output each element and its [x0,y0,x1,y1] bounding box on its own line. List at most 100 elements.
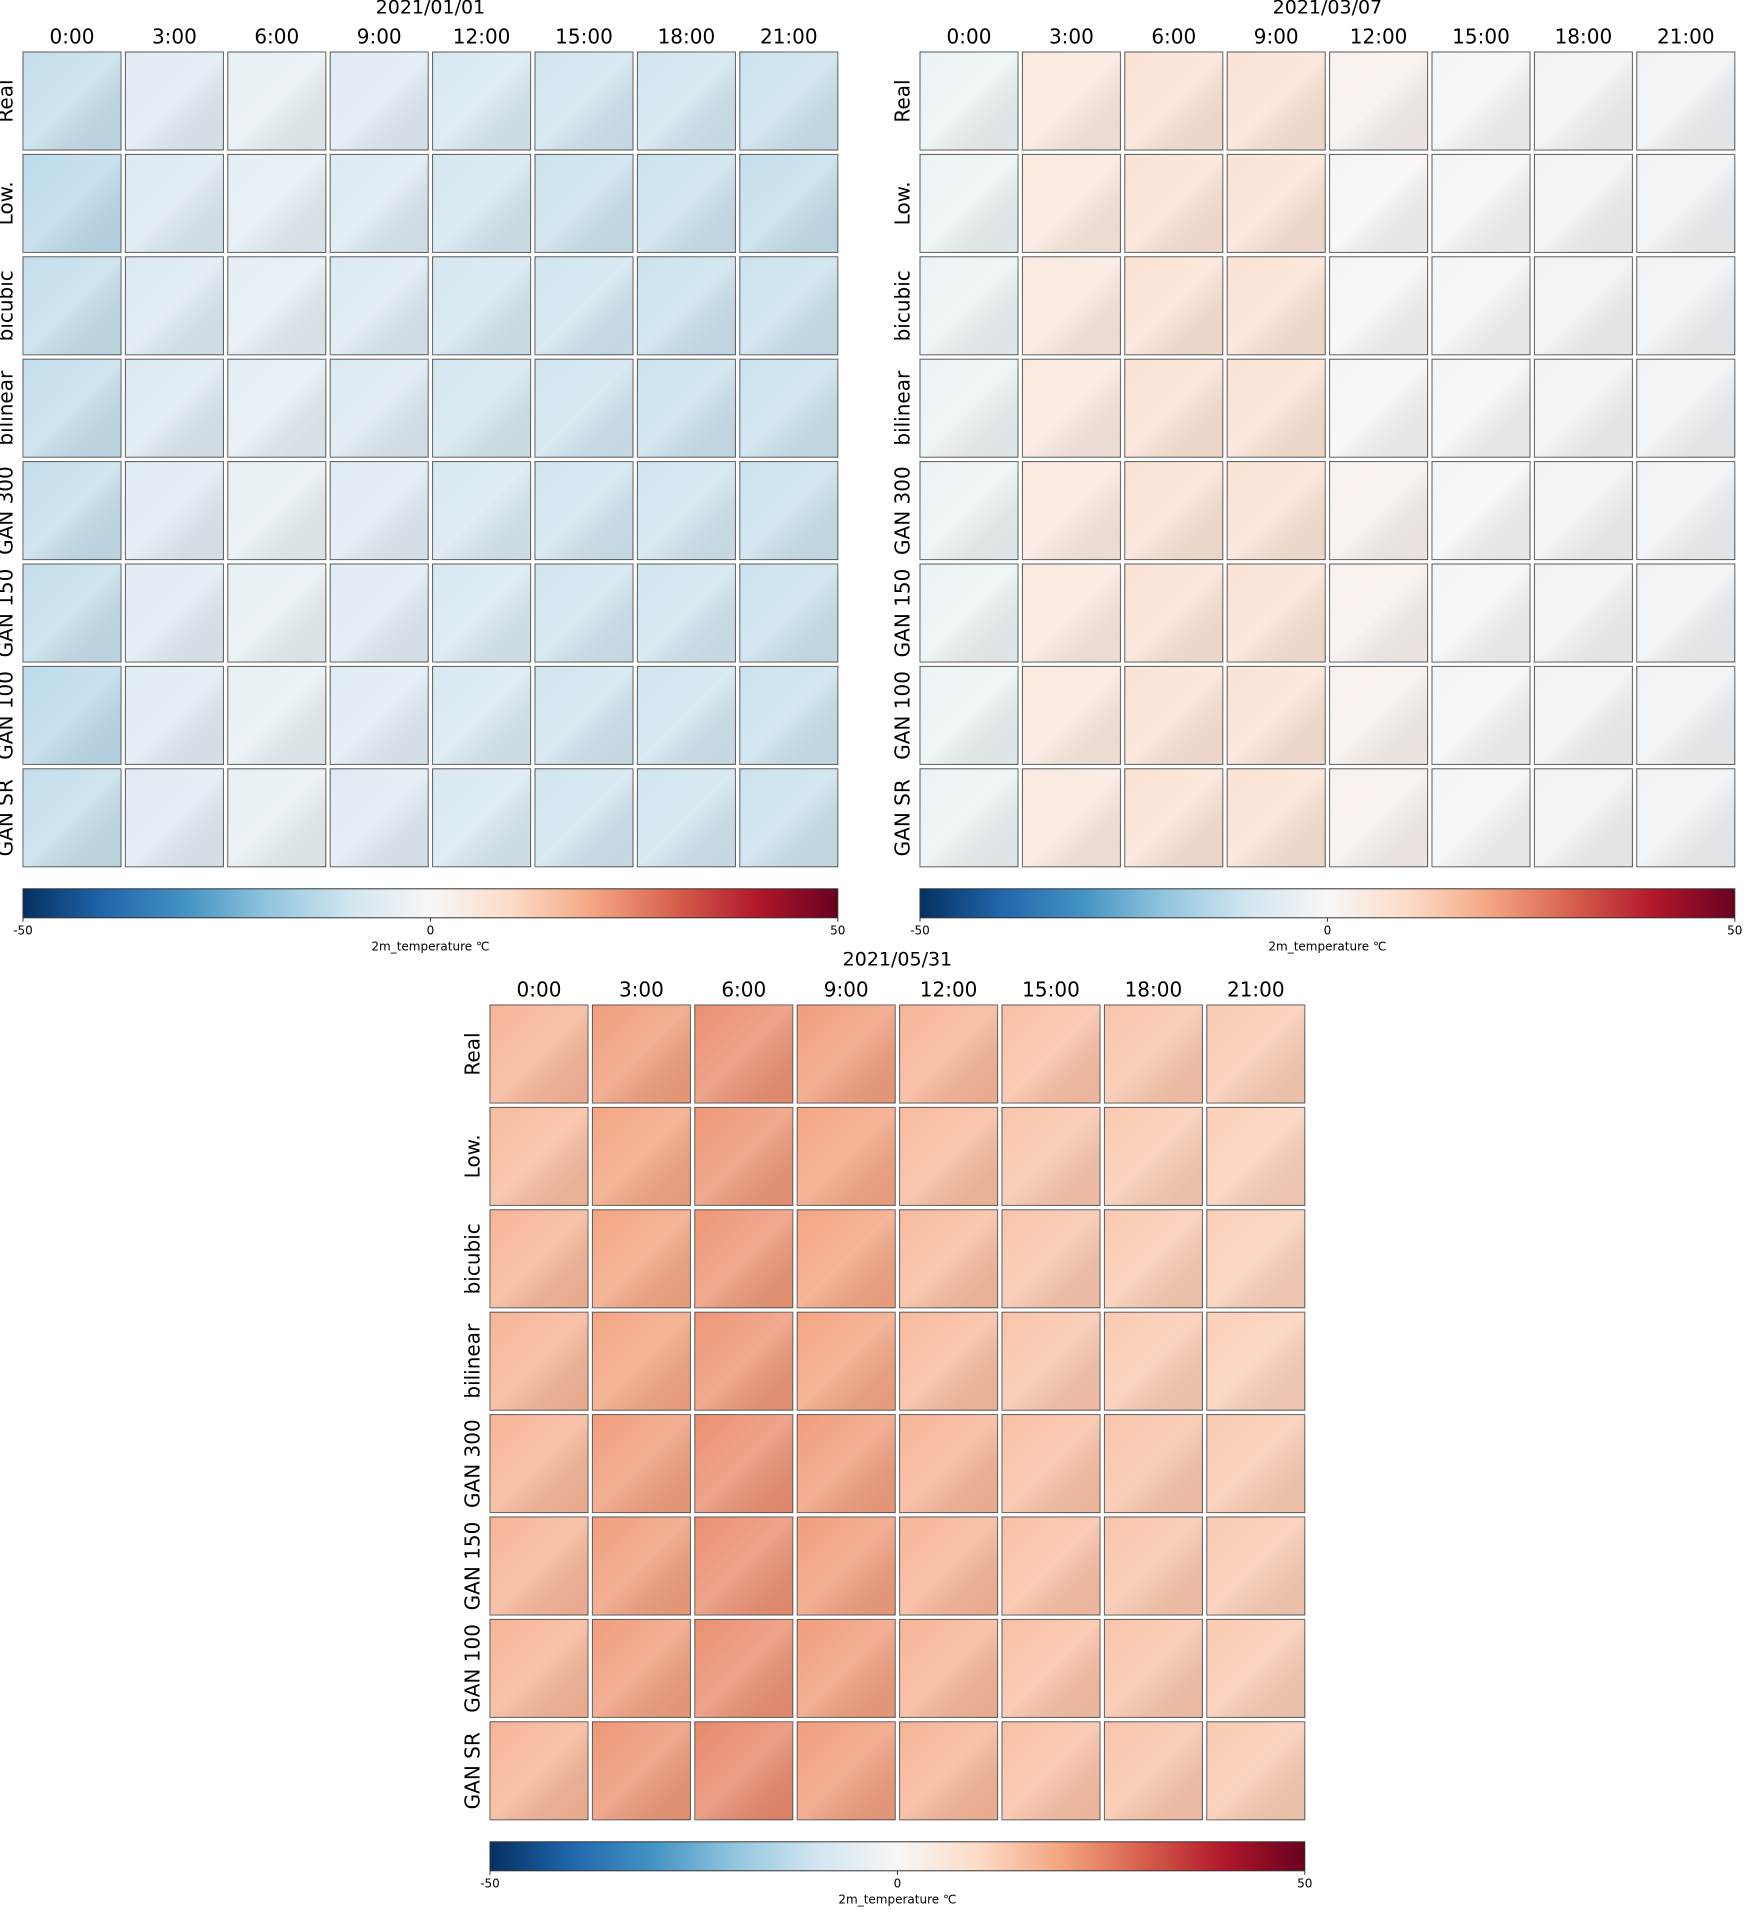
column-label: 18:00 [1125,978,1183,1002]
heatmap-cell [432,563,532,663]
heatmap-cell [124,358,224,458]
heatmap-cell [591,1618,691,1718]
heatmap-cell [1533,563,1633,663]
heatmap-cell [489,1516,589,1616]
heatmap-cell [1001,1311,1101,1411]
heatmap-cell [534,768,634,868]
column-label: 18:00 [1555,25,1613,49]
heatmap-cell [636,768,736,868]
heatmap-cell [329,153,429,253]
heatmap-cell [1001,1106,1101,1206]
heatmap-cell [591,1209,691,1309]
heatmap-cell [1206,1516,1306,1616]
colorbar [22,888,839,919]
heatmap-cell [1431,256,1531,356]
heatmap-cell [1021,768,1121,868]
heatmap-cell [1636,563,1736,663]
heatmap-cell [1021,563,1121,663]
heatmap-cell [227,563,327,663]
column-label: 15:00 [555,25,613,49]
heatmap-cell [489,1414,589,1514]
heatmap-cell [739,51,839,151]
heatmap-cell [1206,1209,1306,1309]
column-label: 21:00 [1657,25,1715,49]
heatmap-cell [1124,256,1224,356]
heatmap-cell [1124,768,1224,868]
heatmap-cell [1636,768,1736,868]
heatmap-cell [227,51,327,151]
heatmap-cell [739,461,839,561]
heatmap-cell [591,1311,691,1411]
heatmap-cell [1103,1004,1203,1104]
heatmap-cell [329,563,429,663]
heatmap-cell [739,665,839,765]
heatmap-cell [1329,461,1429,561]
column-label: 9:00 [1254,25,1299,49]
panel: 2021/01/01 0:00 3:00 6:00 9:00 12:00 15:00 18:0… [0,0,845,953]
column-label: 9:00 [824,978,869,1002]
heatmap-cell [124,563,224,663]
column-label: 12:00 [920,978,978,1002]
heatmap-cell [739,358,839,458]
colorbar-tick-label: -50 [13,923,33,937]
heatmap-cell [1001,1516,1101,1616]
heatmap-cell [899,1311,999,1411]
heatmap-cell [1329,256,1429,356]
heatmap-cell [1431,563,1531,663]
colorbar [919,888,1736,919]
heatmap-cell [1021,256,1121,356]
heatmap-cell [899,1721,999,1821]
heatmap-cell [1103,1311,1203,1411]
heatmap-cell [1124,461,1224,561]
column-label: 3:00 [1049,25,1094,49]
heatmap-cell [694,1721,794,1821]
row-label: GAN SR [891,779,915,856]
heatmap-cell [1431,51,1531,151]
heatmap-cell [636,153,736,253]
row-label: GAN 300 [461,1419,485,1508]
heatmap-cell [432,51,532,151]
heatmap-cell [1431,665,1531,765]
heatmap-cell [432,256,532,356]
heatmap-cell [22,563,122,663]
heatmap-cell [489,1004,589,1104]
heatmap-cell [636,665,736,765]
heatmap-cell [534,51,634,151]
heatmap-cell [1226,256,1326,356]
heatmap-cell [534,665,634,765]
column-label: 6:00 [721,978,766,1002]
heatmap-cell [534,563,634,663]
heatmap-cell [899,1004,999,1104]
heatmap-cell [739,768,839,868]
heatmap-cell [1226,461,1326,561]
heatmap-cell [1124,153,1224,253]
heatmap-cell [899,1209,999,1309]
heatmap-cell [796,1721,896,1821]
heatmap-cell [694,1311,794,1411]
heatmap-cell [636,461,736,561]
heatmap-cell [1329,358,1429,458]
row-label: bilinear [0,370,18,446]
column-label: 15:00 [1022,978,1080,1002]
heatmap-cell [796,1618,896,1718]
colorbar-label: 2m_temperature ℃ [838,1892,956,1906]
row-label: Low. [0,181,18,225]
column-label: 0:00 [50,25,95,49]
heatmap-cell [534,256,634,356]
heatmap-cell [1533,461,1633,561]
heatmap-cell [1329,665,1429,765]
column-label: 0:00 [517,978,562,1002]
heatmap-cell [1021,153,1121,253]
row-label: bilinear [461,1323,485,1399]
heatmap-cell [329,256,429,356]
heatmap-cell [22,256,122,356]
row-label: Low. [891,181,915,225]
heatmap-cell [534,358,634,458]
colorbar-tick-label: -50 [480,1876,500,1890]
heatmap-cell [1124,358,1224,458]
heatmap-cell [796,1311,896,1411]
column-label: 12:00 [453,25,511,49]
heatmap-cell [1329,768,1429,868]
column-label: 3:00 [152,25,197,49]
